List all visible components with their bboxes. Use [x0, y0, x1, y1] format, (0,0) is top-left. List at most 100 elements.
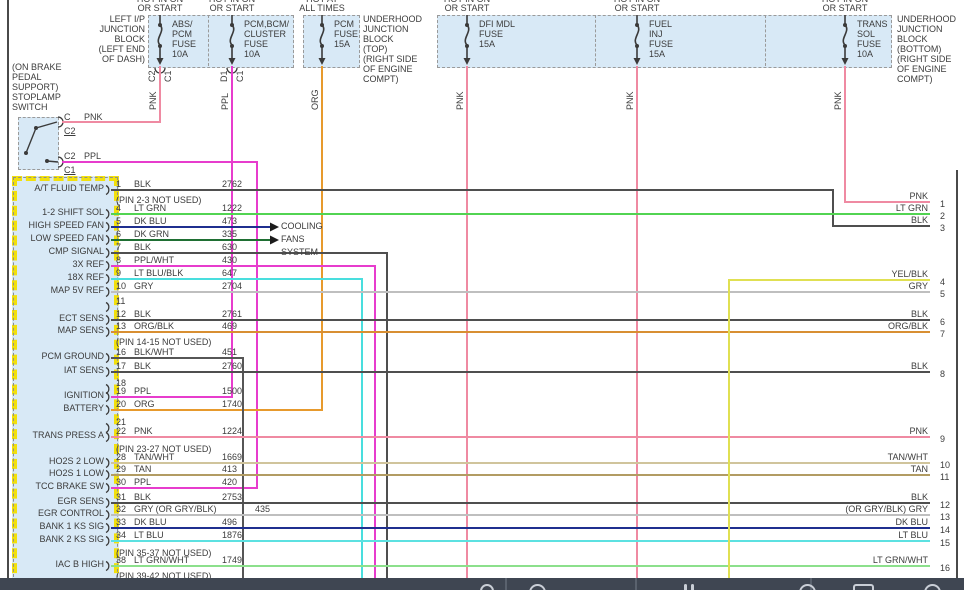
pcm-pin-wire-color: LT GRN/WHT	[134, 555, 190, 565]
pcm-pin-circuit-number: 469	[222, 321, 238, 331]
pcm-pin-circuit-number: 473	[222, 216, 238, 226]
pcm-pin-arc-icon	[105, 221, 110, 233]
pcm-pin-wire-color: PPL/WHT	[134, 255, 175, 265]
right-pin-number: 1	[940, 199, 946, 209]
pcm-pin-circuit-number: 1500	[222, 386, 243, 396]
right-pin-wire-color: DK BLU	[895, 517, 928, 527]
pcm-pin-function-label: ECT SENS	[59, 313, 104, 323]
pcm-pin-circuit-number: 1669	[222, 452, 243, 462]
underhood-junction-block-bottom-label: (RIGHT SIDE	[897, 54, 952, 64]
underhood-junction-block-top-label: UNDERHOOD	[363, 14, 423, 24]
pcm-pin-function-label: BATTERY	[63, 403, 104, 413]
pcm-pin-function-label: MAP SENS	[57, 325, 104, 335]
pin-not-used-note: (PIN 35-37 NOT USED)	[116, 548, 212, 558]
pcm-pin-number: 22	[116, 426, 127, 436]
taskbar-partial-icon[interactable]	[853, 584, 874, 590]
pcm-pin-arc-icon	[105, 326, 110, 338]
pcm-pin-wire-color: BLK	[134, 179, 152, 189]
taskbar-partial-icon[interactable]	[691, 584, 694, 590]
pcm-pin-circuit-number: 1222	[222, 203, 243, 213]
pcm-pin-circuit-number: 2761	[222, 309, 243, 319]
fuse-label: TRANS	[857, 19, 888, 29]
pcm-pin-circuit-number: 2753	[222, 492, 243, 502]
fuse-label: 10A	[244, 49, 261, 59]
pcm-pin-wire-color: LT GRN	[134, 203, 167, 213]
fuse-label: FUSE	[649, 39, 674, 49]
pcm-pin-number: 1	[116, 179, 122, 189]
down-arrow-icon	[463, 58, 471, 65]
left-ip-junction-block-label: (LEFT END	[98, 44, 145, 54]
pcm-pin-circuit-number: 630	[222, 242, 238, 252]
underhood-junction-block-bottom-label: JUNCTION	[897, 24, 943, 34]
taskbar-partial-icon[interactable]	[529, 584, 546, 590]
right-pin-wire-color: PNK	[909, 191, 928, 201]
fuse-label: SOL	[857, 29, 876, 39]
taskbar-partial-icon[interactable]	[684, 584, 687, 590]
pcm-pin-function-label: 1-2 SHIFT SOL	[42, 207, 104, 217]
stoplamp-switch-label: SWITCH	[12, 102, 48, 112]
stoplamp-switch-label: PEDAL	[12, 72, 42, 82]
taskbar-partial-icon[interactable]	[799, 584, 816, 590]
pin-not-used-note: (PIN 2-3 NOT USED)	[116, 195, 202, 205]
pcm-pin-arc-icon	[105, 391, 110, 403]
pcm-pin-arc-icon	[105, 247, 110, 259]
hot-feed-label: OR START	[137, 3, 183, 13]
fuse-element-icon	[319, 24, 325, 46]
right-arrow-icon	[270, 222, 279, 232]
pcm-pin-arc-icon	[105, 273, 110, 285]
right-pin-number: 8	[940, 369, 946, 379]
pcm-pin-circuit-number: 413	[222, 464, 238, 474]
pcm-pin-number: 29	[116, 464, 127, 474]
connector-id-label: C2	[147, 70, 157, 82]
underhood-junction-block-bottom-label: BLOCK	[897, 34, 928, 44]
pcm-pin-number: 17	[116, 361, 127, 371]
fuse-label: FUSE	[334, 29, 359, 39]
pcm-pin-function-label: HIGH SPEED FAN	[28, 220, 104, 230]
pcm-pin-arc-icon	[105, 457, 110, 469]
underhood-junction-block-bottom-label: UNDERHOOD	[897, 14, 957, 24]
fuse-element-icon	[634, 24, 640, 46]
fuse-label: FUSE	[172, 39, 197, 49]
wire-color-label: ORG	[310, 89, 320, 110]
cooling-fans-system-label: FANS	[281, 234, 305, 244]
pcm-pin-wire-color: GRY (OR GRY/BLK)	[134, 504, 217, 514]
pcm-pin-wire-color: BLK	[134, 492, 152, 502]
fuse-element-icon	[229, 24, 235, 46]
pcm-pin-function-label: MAP 5V REF	[50, 285, 104, 295]
pin-not-used-note: (PIN 23-27 NOT USED)	[116, 444, 212, 454]
pcm-pin-arc-icon	[105, 482, 110, 494]
pcm-pin-function-label: BANK 2 KS SIG	[39, 534, 104, 544]
right-pin-number: 16	[940, 563, 951, 573]
underhood-junction-block-bottom-label: OF ENGINE	[897, 64, 947, 74]
hot-feed-label: HOT IN ON	[187, 0, 277, 4]
pcm-pin-arc-icon	[105, 260, 110, 272]
switch-lever	[25, 127, 37, 154]
pcm-pin-function-label: 18X REF	[67, 272, 104, 282]
pcm-pin-wire-color: ORG/BLK	[134, 321, 175, 331]
pcm-pin-circuit-number: 420	[222, 477, 238, 487]
underhood-junction-block-top-label: OF ENGINE	[363, 64, 413, 74]
wire-ppl-bcmfuse-to-pin19	[111, 66, 233, 398]
taskbar-partial-icon[interactable]	[924, 584, 941, 590]
pcm-pin-number: 33	[116, 517, 127, 527]
pcm-pin-wire-color: LT BLU/BLK	[134, 268, 184, 278]
left-ip-junction-block-label: OF DASH)	[101, 54, 145, 64]
connector-id-label: C1	[235, 70, 245, 82]
pcm-pin-number: 20	[116, 399, 127, 409]
hot-feed-label: HOT AT	[277, 0, 367, 4]
fuse-element-icon	[842, 24, 848, 46]
right-arrow-icon	[270, 235, 279, 245]
pcm-pin-circuit-number: 430	[222, 255, 238, 265]
stoplamp-switch-label: STOPLAMP	[12, 92, 61, 102]
fuse-element-icon	[157, 24, 163, 46]
pcm-pin-circuit-number: 1876	[222, 530, 243, 540]
pcm-pin-number: 21	[116, 417, 127, 427]
fuse-label: 10A	[857, 49, 874, 59]
left-ip-junction-block-divider	[208, 15, 209, 66]
taskbar-partial-icon[interactable]	[480, 584, 494, 590]
right-pin-wire-color: BLK	[910, 492, 928, 502]
right-pin-wire-color: BLK	[910, 361, 928, 371]
underhood-junction-block-bottom-label: (BOTTOM)	[897, 44, 942, 54]
pcm-pin-arc-icon	[105, 509, 110, 521]
